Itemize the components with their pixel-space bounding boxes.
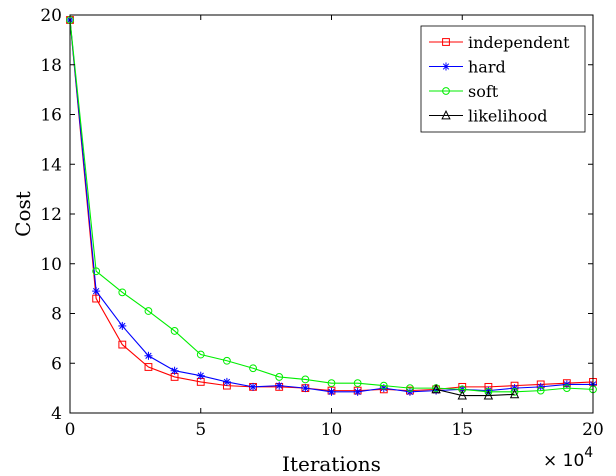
- data-point: [144, 307, 153, 315]
- series-line: [435, 388, 515, 397]
- data-point: [249, 382, 258, 391]
- legend-marker: [442, 62, 450, 71]
- data-point: [509, 388, 520, 399]
- legend-entry: soft: [429, 82, 499, 101]
- data-point: [301, 384, 310, 393]
- data-point: [483, 390, 494, 400]
- data-point: [379, 381, 388, 390]
- data-point: [92, 294, 101, 303]
- legend-marker: [442, 87, 450, 95]
- data-point: [301, 375, 310, 384]
- data-point: [196, 350, 205, 359]
- data-point: [118, 321, 127, 330]
- data-point: [353, 387, 362, 396]
- series-likelihood: [431, 383, 520, 400]
- data-point: [92, 287, 101, 296]
- data-point: [536, 386, 545, 395]
- x-tick-label: 5: [195, 420, 206, 440]
- data-point: [406, 384, 414, 393]
- data-point: [196, 371, 205, 380]
- x-axis-title: Iterations: [282, 452, 381, 476]
- y-tick-label: 8: [51, 305, 62, 325]
- data-point: [170, 327, 179, 335]
- data-point: [327, 379, 336, 388]
- data-point: [431, 383, 441, 394]
- x-axis-multiplier-exponent: 4: [584, 445, 593, 461]
- data-point: [92, 267, 101, 276]
- legend-label: likelihood: [468, 107, 547, 126]
- x-tick-label: 20: [582, 420, 604, 440]
- data-point: [458, 385, 467, 394]
- legend-entry: hard: [429, 58, 506, 77]
- data-point: [275, 373, 284, 381]
- legend-label: hard: [468, 58, 506, 77]
- legend: independent hard soft likelihood: [420, 25, 586, 133]
- legend-marker: [442, 38, 450, 46]
- legend-label: independent: [468, 33, 570, 52]
- data-point: [457, 390, 467, 400]
- y-tick-label: 4: [51, 404, 62, 424]
- data-point: [118, 340, 127, 349]
- x-axis-multiplier: × 104: [543, 445, 593, 471]
- x-tick-label: 10: [321, 420, 343, 440]
- data-point: [223, 356, 231, 365]
- y-tick-label: 6: [51, 354, 62, 374]
- legend-entry: likelihood: [429, 107, 547, 126]
- x-tick-label: 15: [451, 420, 473, 440]
- data-point: [510, 387, 519, 396]
- y-tick-label: 20: [40, 6, 62, 26]
- y-tick-label: 16: [40, 106, 62, 126]
- axes: 4 6 8 10 12 14 16 18 20 0 5 10 15 20: [40, 6, 603, 440]
- x-tick-label: 0: [65, 420, 76, 440]
- y-tick-label: 14: [40, 155, 62, 175]
- series-line: [69, 19, 594, 393]
- data-point: [170, 366, 179, 375]
- data-point: [144, 363, 153, 371]
- series-soft: [66, 16, 597, 396]
- legend-box: [420, 25, 586, 133]
- legend-marker: [441, 109, 451, 120]
- y-tick-label: 12: [40, 205, 62, 225]
- data-point: [249, 364, 257, 373]
- data-point: [353, 379, 362, 388]
- y-tick-label: 10: [40, 255, 62, 275]
- data-point: [118, 288, 127, 297]
- data-point: [222, 377, 231, 386]
- plot-area: [66, 15, 597, 400]
- data-point: [327, 387, 336, 396]
- y-axis-title: Cost: [11, 191, 35, 237]
- axis-labels: Cost Iterations × 104: [11, 191, 593, 476]
- data-point: [144, 351, 153, 360]
- data-point: [562, 384, 571, 393]
- legend-entry: independent: [429, 33, 570, 52]
- y-tick-label: 18: [40, 56, 62, 76]
- x-axis-multiplier-base: × 10: [543, 451, 584, 471]
- data-point: [275, 381, 284, 390]
- legend-label: soft: [468, 82, 499, 101]
